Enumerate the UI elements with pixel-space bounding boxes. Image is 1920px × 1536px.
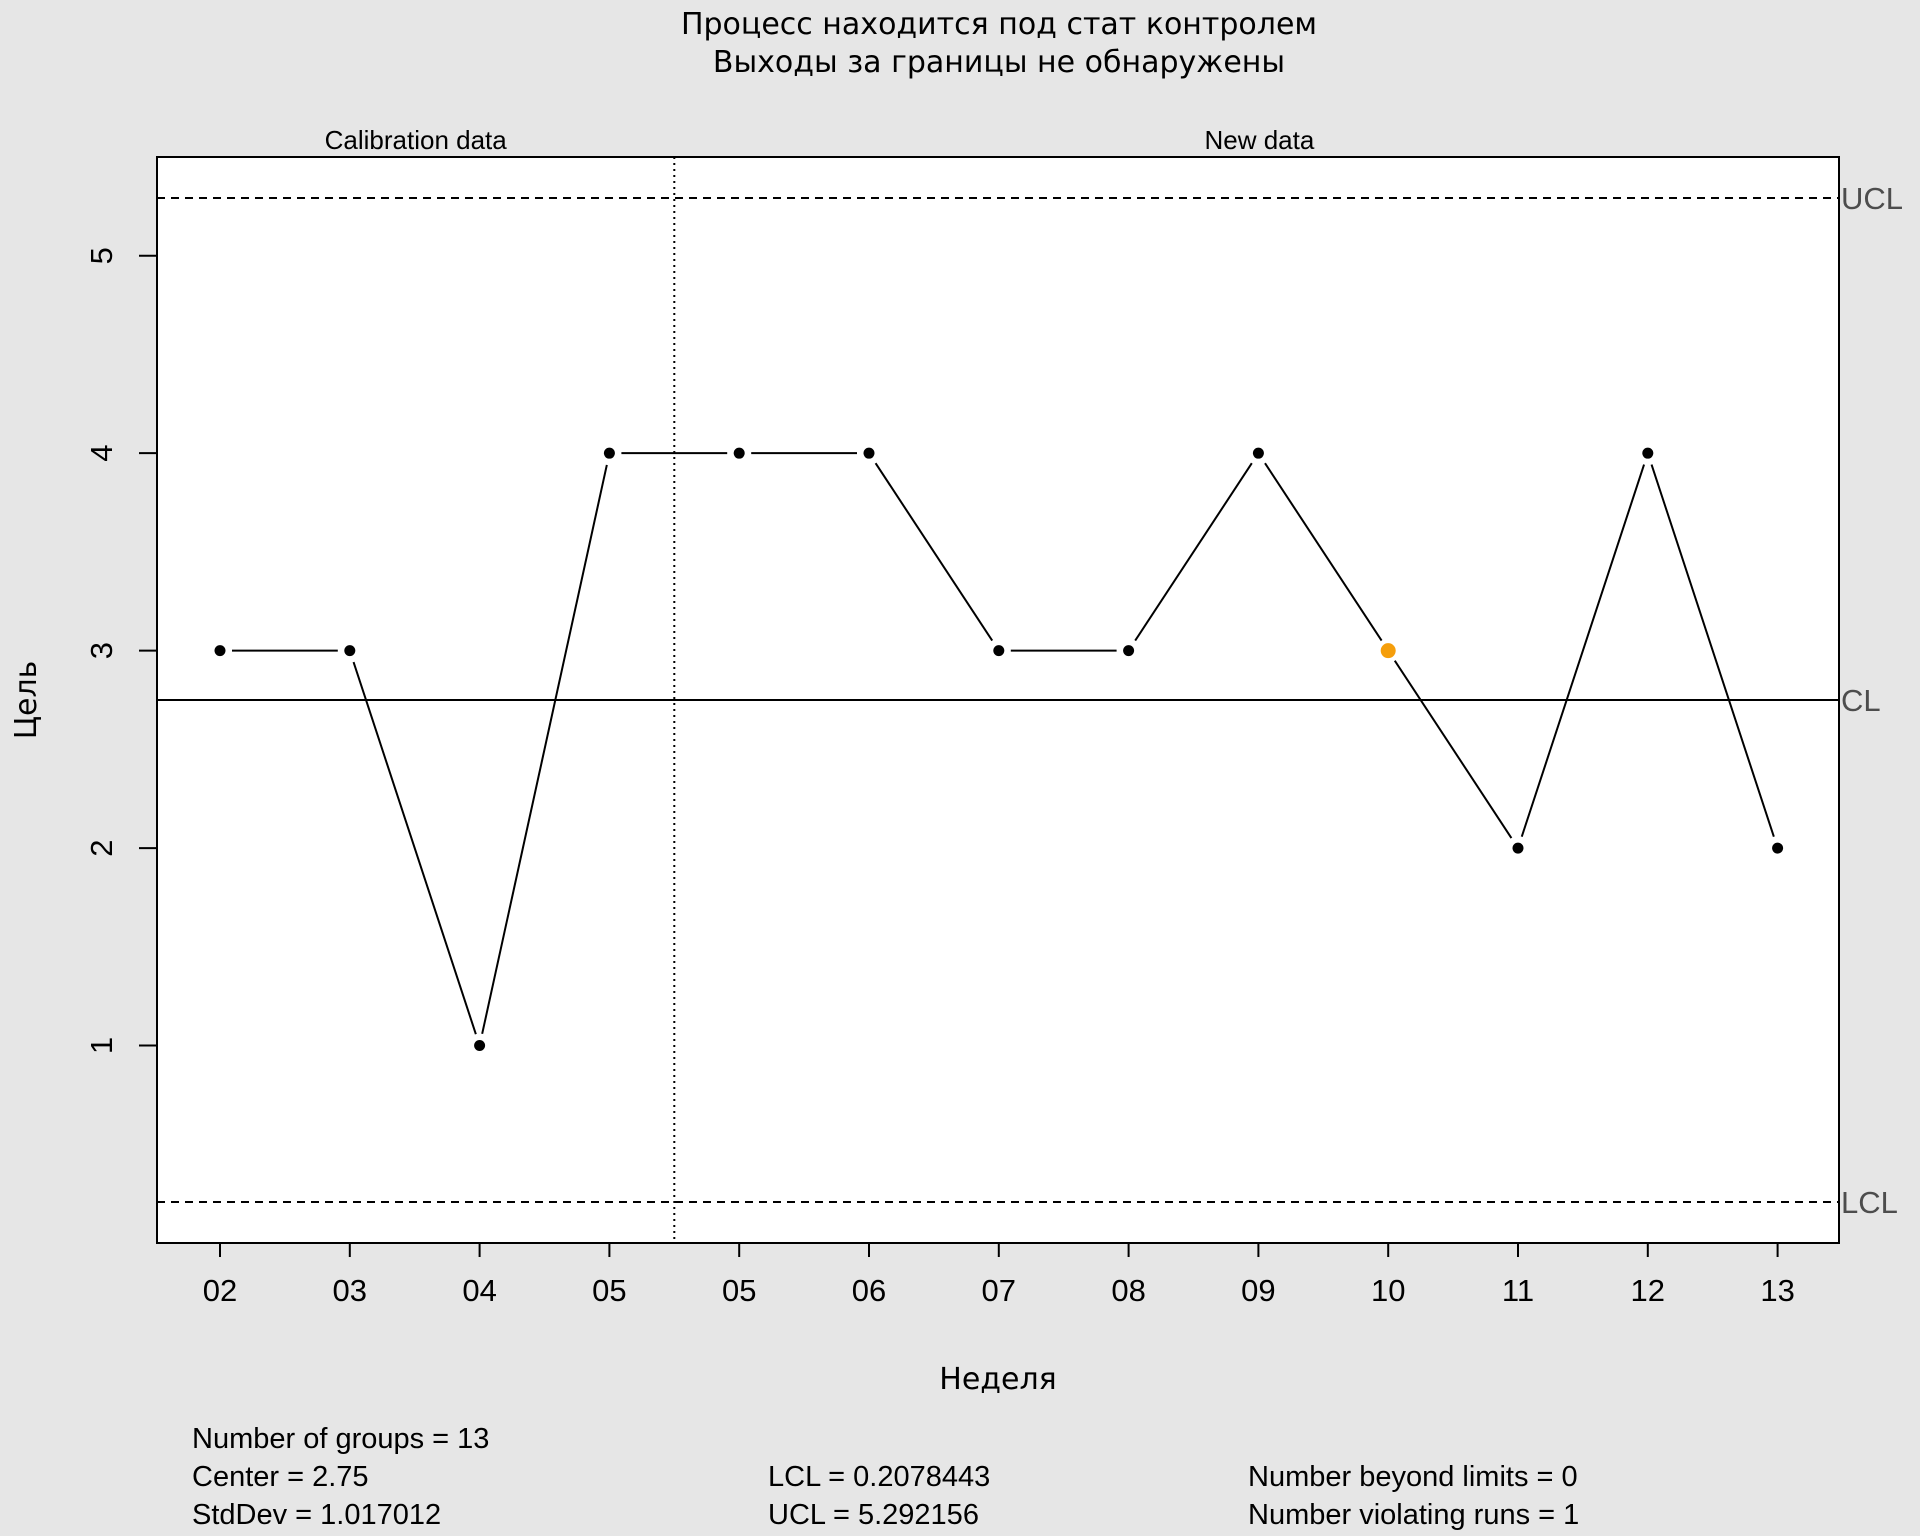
x-axis-label: Неделя <box>939 1362 1056 1397</box>
x-tick-label: 06 <box>852 1273 886 1308</box>
x-tick-label: 10 <box>1371 1273 1405 1308</box>
y-axis: 1 2 3 4 5 <box>84 247 157 1054</box>
x-tick-label: 05 <box>592 1273 626 1308</box>
series-segment <box>352 661 477 1035</box>
series-segment <box>1393 660 1513 839</box>
chart-title-line-1: Процесс находится под стат контролем <box>681 7 1317 42</box>
x-tick-label: 04 <box>462 1273 496 1308</box>
data-point <box>1123 645 1135 657</box>
data-point <box>344 645 356 657</box>
x-tick-label: 08 <box>1111 1273 1145 1308</box>
data-point <box>1512 842 1524 854</box>
series-segment <box>1650 464 1775 838</box>
y-tick-label: 3 <box>84 642 119 659</box>
ucl-label: UCL <box>1841 181 1903 216</box>
stat-groups: Number of groups = 13 <box>192 1423 489 1455</box>
data-point <box>863 447 875 459</box>
data-point <box>214 645 226 657</box>
data-point <box>1642 447 1654 459</box>
y-tick-label: 1 <box>84 1037 119 1054</box>
data-point <box>1772 842 1784 854</box>
x-tick-label: 09 <box>1241 1273 1275 1308</box>
stat-center: Center = 2.75 <box>192 1461 369 1493</box>
cl-label: CL <box>1841 683 1881 718</box>
series-line <box>232 452 1775 1035</box>
chart-title: Процесс находится под стат контролем Вых… <box>681 7 1317 80</box>
series-segment <box>1134 462 1253 642</box>
data-point <box>733 447 745 459</box>
control-limits: UCL CL LCL <box>157 157 1903 1243</box>
x-tick-label: 12 <box>1631 1273 1665 1308</box>
stat-stddev: StdDev = 1.017012 <box>192 1499 441 1531</box>
series-segment <box>481 464 608 1035</box>
stat-violating-runs: Number violating runs = 1 <box>1248 1499 1579 1531</box>
x-tick-label: 03 <box>333 1273 367 1308</box>
data-point <box>993 645 1005 657</box>
section-labels: Calibration data New data <box>325 125 1315 155</box>
x-axis: 02 03 04 05 05 06 07 08 09 10 11 12 13 <box>203 1243 1795 1308</box>
stat-lcl: LCL = 0.2078443 <box>768 1461 990 1493</box>
section-label-new-data: New data <box>1204 125 1314 155</box>
x-tick-label: 02 <box>203 1273 237 1308</box>
y-tick-label: 5 <box>84 247 119 264</box>
chart-title-line-2: Выходы за границы не обнаружены <box>713 45 1285 80</box>
data-point-violating <box>1380 643 1396 659</box>
x-tick-label: 05 <box>722 1273 756 1308</box>
lcl-label: LCL <box>1841 1185 1898 1220</box>
data-point <box>1252 447 1264 459</box>
data-points <box>214 447 1784 1052</box>
stats-panel: Number of groups = 13 Center = 2.75 StdD… <box>192 1423 1579 1531</box>
y-axis-label: Цель <box>9 661 44 740</box>
x-tick-label: 13 <box>1760 1273 1794 1308</box>
series-segment <box>1264 462 1383 642</box>
series-segment <box>874 462 994 642</box>
stat-beyond-limits: Number beyond limits = 0 <box>1248 1461 1578 1493</box>
data-point <box>474 1040 486 1052</box>
section-label-calibration: Calibration data <box>325 125 508 155</box>
stat-ucl: UCL = 5.292156 <box>768 1499 979 1531</box>
series-segment <box>1520 464 1646 838</box>
y-tick-label: 2 <box>84 839 119 856</box>
x-tick-label: 11 <box>1502 1273 1534 1308</box>
y-tick-label: 4 <box>84 445 119 462</box>
data-point <box>603 447 615 459</box>
x-tick-label: 07 <box>982 1273 1016 1308</box>
